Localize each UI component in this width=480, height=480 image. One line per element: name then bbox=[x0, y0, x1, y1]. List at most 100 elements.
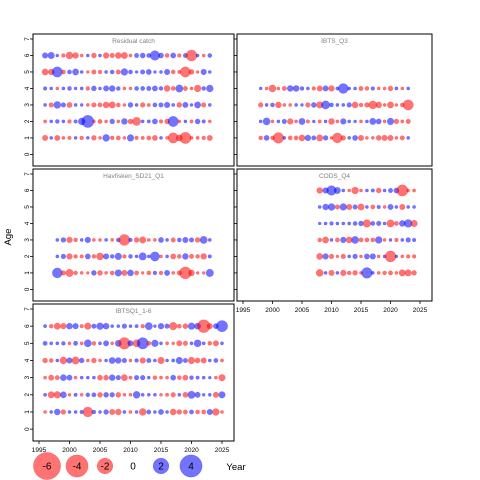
residual-bubble bbox=[97, 392, 103, 398]
legend-label: 2 bbox=[158, 462, 164, 473]
residual-bubble bbox=[92, 238, 96, 242]
residual-bubble bbox=[364, 86, 370, 91]
residual-bubble bbox=[158, 237, 164, 243]
residual-bubble bbox=[146, 340, 152, 346]
residual-bubble bbox=[109, 52, 115, 59]
residual-bubble bbox=[85, 392, 91, 398]
residual-bubble bbox=[382, 119, 387, 124]
residual-bubble bbox=[304, 134, 312, 142]
residual-bubble bbox=[158, 52, 164, 59]
residual-bubble bbox=[387, 85, 394, 92]
residual-bubble bbox=[128, 237, 133, 243]
residual-bubble bbox=[201, 53, 206, 58]
residual-bubble bbox=[194, 391, 201, 398]
residual-bubble bbox=[85, 86, 91, 91]
residual-bubble bbox=[335, 119, 340, 124]
residual-bubble bbox=[201, 341, 206, 346]
residual-bubble bbox=[189, 136, 194, 140]
residual-bubble bbox=[205, 268, 214, 277]
residual-bubble bbox=[195, 70, 200, 74]
residual-bubble bbox=[406, 254, 411, 259]
residual-bubble bbox=[128, 358, 133, 363]
residual-bubble bbox=[53, 391, 61, 399]
residual-bubble bbox=[110, 324, 115, 329]
residual-bubble bbox=[122, 103, 127, 107]
residual-bubble bbox=[187, 322, 196, 330]
x-tick-label: 2010 bbox=[123, 447, 138, 454]
residual-bubble bbox=[207, 70, 212, 74]
residual-bubble bbox=[72, 68, 80, 76]
residual-bubble bbox=[79, 324, 84, 329]
residual-bubble bbox=[216, 320, 228, 333]
residual-bubble bbox=[98, 53, 102, 58]
x-tick-label: 2010 bbox=[324, 307, 339, 314]
residual-bubble bbox=[67, 135, 72, 140]
y-tick-label: 7 bbox=[24, 307, 31, 311]
residual-bubble bbox=[370, 188, 375, 193]
residual-bubble bbox=[134, 86, 139, 91]
residual-bubble bbox=[201, 409, 207, 415]
x-tick-label: 2015 bbox=[354, 307, 369, 314]
residual-bubble bbox=[121, 357, 128, 364]
x-tick-label: 2000 bbox=[62, 447, 77, 454]
panel-frame bbox=[32, 303, 235, 442]
residual-bubble bbox=[139, 52, 146, 59]
residual-bubble bbox=[340, 135, 346, 141]
residual-bubble bbox=[195, 409, 200, 415]
residual-bubble bbox=[127, 269, 134, 277]
panel-title: IBTS_Q3 bbox=[321, 38, 348, 45]
residual-bubble bbox=[84, 236, 91, 244]
residual-bubble bbox=[73, 270, 78, 276]
residual-bubble bbox=[317, 205, 322, 209]
residual-bubble bbox=[346, 203, 353, 211]
residual-bubble bbox=[394, 254, 399, 259]
residual-bubble bbox=[406, 205, 411, 209]
residual-bubble bbox=[109, 392, 115, 398]
residual-bubble bbox=[406, 86, 411, 91]
residual-bubble bbox=[169, 322, 178, 331]
residual-bubble bbox=[375, 101, 382, 109]
y-tick-label: 5 bbox=[24, 70, 31, 74]
residual-bubble bbox=[73, 392, 78, 397]
residual-bubble bbox=[164, 53, 170, 58]
panels-layer: Residual catch 0 1 2 3 4 5 6 7 IBTS_Q3 Havfisken_S… bbox=[24, 33, 433, 454]
residual-bubble bbox=[171, 341, 175, 346]
residual-bubble bbox=[394, 205, 399, 209]
residual-bubble bbox=[359, 188, 363, 193]
residual-bubble bbox=[352, 135, 358, 141]
residual-bubble bbox=[134, 53, 140, 58]
residual-bubble bbox=[91, 392, 97, 398]
residual-bubble bbox=[54, 408, 61, 416]
residual-bubble bbox=[60, 391, 67, 399]
residual-bubble bbox=[61, 136, 66, 140]
residual-bubble bbox=[341, 188, 346, 193]
residual-bubble bbox=[134, 375, 140, 381]
residual-bubble bbox=[201, 86, 206, 91]
residual-bubble bbox=[316, 85, 323, 92]
residual-bubble bbox=[153, 70, 157, 74]
legend-bubble bbox=[179, 454, 203, 478]
residual-bubble bbox=[272, 132, 284, 144]
residual-bubble bbox=[322, 85, 329, 92]
panel-title: Residual catch bbox=[112, 38, 155, 45]
residual-bubble bbox=[47, 391, 55, 399]
residual-bubble bbox=[85, 53, 90, 58]
y-tick-label: 5 bbox=[24, 205, 31, 209]
residual-bubble bbox=[393, 221, 399, 226]
residual-bubble bbox=[220, 341, 224, 346]
residual-bubble bbox=[351, 236, 359, 244]
residual-bubble bbox=[412, 188, 417, 193]
residual-bubble bbox=[200, 357, 207, 364]
residual-bubble bbox=[97, 374, 103, 381]
residual-bubble bbox=[358, 237, 364, 243]
x-tick-label: 2015 bbox=[154, 447, 169, 454]
residual-bubble bbox=[347, 119, 352, 124]
residual-bubble bbox=[164, 68, 171, 76]
legend-bubble bbox=[96, 457, 114, 475]
residual-bubble bbox=[49, 136, 54, 140]
residual-bubble bbox=[213, 358, 219, 363]
residual-bubble bbox=[358, 102, 364, 108]
residual-bubble bbox=[347, 86, 352, 91]
residual-bubble bbox=[376, 271, 381, 275]
residual-bubble bbox=[108, 374, 116, 381]
